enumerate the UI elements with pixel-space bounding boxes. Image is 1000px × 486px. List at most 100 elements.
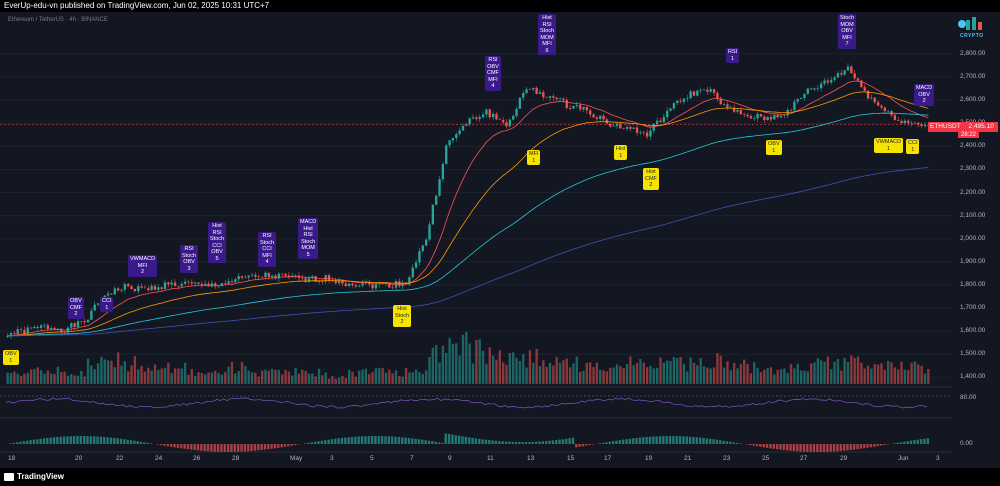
volume-bar — [796, 363, 799, 384]
candle-body — [374, 284, 378, 289]
volume-bar — [317, 368, 321, 384]
volume-bar — [210, 372, 214, 384]
divergence-badge[interactable]: RSI 1 — [726, 48, 740, 63]
candle-body — [692, 91, 696, 96]
divergence-badge[interactable]: MFI 1 — [527, 150, 541, 165]
divergence-badge[interactable]: Hist RSI Stoch MOM MFI 6 — [538, 14, 557, 55]
macd-histogram-bar — [113, 437, 116, 444]
divergence-badge[interactable]: VWMACD 1 — [874, 138, 904, 153]
price-chart[interactable] — [0, 12, 1000, 468]
volume-bar — [820, 360, 823, 384]
candle-body — [264, 272, 267, 278]
volume-bar — [763, 369, 766, 384]
candle-body — [93, 304, 96, 311]
divergence-badge[interactable]: OBV 1 — [766, 140, 782, 155]
divergence-badge[interactable]: MACD Hist RSI Stoch MOM 5 — [298, 218, 319, 259]
macd-histogram-bar — [230, 444, 233, 452]
rsi-line — [5, 397, 927, 409]
tradingview-logo[interactable]: TradingView — [4, 472, 64, 481]
volume-bar — [53, 374, 56, 384]
divergence-badge[interactable]: Hist Stoch 2 — [393, 305, 412, 327]
candle-body — [813, 88, 816, 90]
macd-histogram-bar — [913, 440, 916, 444]
divergence-badge[interactable]: OBV 1 — [3, 350, 19, 365]
macd-histogram-bar — [106, 437, 109, 444]
candle-body — [441, 163, 445, 180]
macd-histogram-bar — [29, 440, 32, 444]
divergence-badge[interactable]: RSI Stoch CCI MFI 4 — [258, 232, 277, 267]
volume-bar — [870, 368, 873, 384]
candle-body — [602, 115, 605, 120]
tradingview-logo-text: TradingView — [17, 472, 64, 481]
divergence-badge[interactable]: CCI 1 — [100, 297, 114, 312]
volume-bar — [23, 373, 26, 384]
time-axis-label: 3 — [936, 455, 940, 462]
candle-body — [50, 327, 53, 329]
volume-bar — [284, 370, 287, 384]
macd-histogram-bar — [508, 441, 511, 444]
divergence-badge[interactable]: RSI Stoch OBV 3 — [180, 245, 199, 273]
divergence-badge[interactable]: RSI OBV CMF MFI 4 — [485, 56, 501, 91]
divergence-badge[interactable]: Hist 1 — [614, 145, 628, 160]
volume-bar — [756, 367, 759, 384]
macd-histogram-bar — [290, 444, 293, 446]
macd-histogram-bar — [615, 440, 618, 444]
candle-body — [157, 287, 160, 290]
macd-histogram-bar — [203, 444, 206, 452]
candle-body — [853, 73, 856, 79]
divergence-badge[interactable]: Stoch MOM OBV MFI 7 — [838, 14, 857, 49]
volume-bar — [257, 376, 260, 384]
volume-bar — [153, 364, 157, 384]
chart-area[interactable] — [0, 12, 1000, 473]
macd-histogram-bar — [906, 441, 909, 444]
divergence-badge[interactable]: MACD OBV 2 — [914, 84, 935, 106]
volume-bar — [76, 375, 80, 384]
candle-body — [461, 125, 465, 131]
volume-bar — [364, 368, 368, 384]
price-axis-label: 1,600.00 — [960, 327, 986, 335]
divergence-badge[interactable]: Hist RSI Stoch CCI OBV 5 — [208, 222, 227, 263]
macd-histogram-bar — [367, 436, 370, 444]
candle-body — [910, 122, 913, 124]
macd-histogram-bar — [297, 444, 300, 445]
macd-histogram-bar — [330, 439, 334, 444]
macd-histogram-bar — [280, 444, 283, 448]
divergence-badge[interactable]: OBV CMF 2 — [68, 297, 84, 319]
macd-histogram-bar — [380, 436, 384, 444]
volume-bar — [682, 363, 686, 384]
divergence-badge[interactable]: CCI 1 — [906, 139, 920, 154]
candle-body — [167, 282, 170, 285]
macd-histogram-bar — [96, 436, 99, 444]
macd-histogram-bar — [518, 441, 521, 444]
volume-bar — [468, 343, 471, 384]
time-axis-label: 5 — [370, 455, 374, 462]
volume-bar — [260, 370, 264, 384]
candle-body — [609, 123, 612, 127]
volume-bar — [448, 338, 451, 384]
time-axis-label: 20 — [75, 455, 83, 462]
volume-bar — [568, 367, 572, 384]
candle-body — [130, 286, 133, 289]
volume-bar — [157, 369, 160, 384]
volume-bar — [592, 366, 595, 384]
macd-histogram-bar — [344, 437, 347, 444]
volume-bar — [314, 376, 317, 384]
divergence-badge[interactable]: VWMACD MFI 2 — [128, 255, 158, 277]
macd-histogram-bar — [909, 440, 913, 444]
macd-histogram-bar — [565, 438, 568, 444]
volume-bar — [180, 368, 183, 384]
macd-histogram-bar — [377, 436, 380, 444]
divergence-badge[interactable]: Hist CMF 2 — [643, 168, 659, 190]
volume-bar — [9, 373, 13, 384]
macd-histogram-bar — [357, 436, 360, 444]
macd-histogram-bar — [876, 444, 879, 447]
volume-bar — [100, 356, 103, 384]
macd-histogram-bar — [725, 441, 729, 444]
price-axis-label: 2,400.00 — [960, 142, 986, 150]
volume-bar — [277, 369, 281, 384]
volume-bar — [485, 363, 488, 384]
candle-body — [110, 293, 113, 295]
candle-body — [589, 110, 592, 115]
candle-body — [809, 88, 813, 90]
volume-bar — [518, 360, 522, 384]
